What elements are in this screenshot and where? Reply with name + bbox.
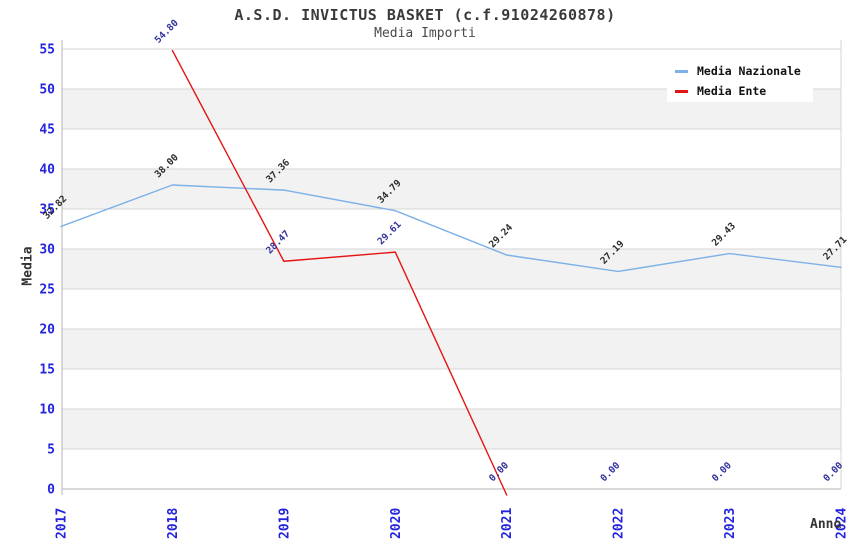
y-tick-label: 25 — [39, 283, 55, 298]
grid-band — [62, 409, 841, 449]
line-swatch-media-ente — [675, 89, 688, 93]
data-label: 0.00 — [487, 460, 511, 484]
x-tick-label: 2019 — [277, 508, 292, 539]
data-label: 29.43 — [710, 220, 738, 248]
legend-item-media-ente: Media Ente — [675, 81, 813, 101]
grid-band — [62, 169, 841, 209]
chart-title: A.S.D. INVICTUS BASKET (c.f.91024260878) — [234, 6, 616, 24]
y-axis-title: Media — [20, 246, 36, 286]
y-tick-label: 15 — [39, 363, 55, 378]
legend-item-media-nazionale: Media Nazionale — [675, 61, 813, 81]
series-line-media-nazionale — [617, 252, 731, 273]
series-line-media-nazionale — [171, 184, 285, 191]
x-tick-label: 2021 — [500, 508, 515, 539]
y-tick-label: 30 — [39, 243, 55, 258]
line-swatch-media-nazionale — [675, 69, 688, 73]
y-tick-label: 0 — [47, 483, 55, 498]
series-line-media-ente — [394, 251, 508, 496]
y-tick-label: 45 — [39, 123, 55, 138]
data-label: 0.00 — [598, 460, 622, 484]
x-tick-label: 2022 — [612, 508, 627, 539]
series-line-media-nazionale — [60, 184, 174, 228]
x-tick-label: 2018 — [166, 508, 181, 539]
y-tick-label: 50 — [39, 83, 55, 98]
series-line-media-nazionale — [283, 189, 396, 212]
series-line-media-ente — [171, 49, 285, 262]
y-tick-label: 20 — [39, 323, 55, 338]
series-line-media-nazionale — [506, 254, 619, 273]
series-line-media-nazionale — [394, 209, 508, 256]
y-tick-label: 10 — [39, 403, 55, 418]
x-tick-label: 2020 — [389, 508, 404, 539]
legend-label-media-ente: Media Ente — [697, 84, 767, 98]
data-label: 29.61 — [376, 219, 404, 247]
legend: Media Nazionale Media Ente — [667, 55, 813, 102]
data-label: 0.00 — [821, 460, 845, 484]
series-line-media-nazionale — [728, 252, 842, 269]
y-tick-label: 55 — [39, 43, 55, 58]
legend-label-media-nazionale: Media Nazionale — [697, 64, 801, 78]
chart-subtitle: Media Importi — [374, 26, 476, 41]
x-axis-title: Anno — [810, 517, 842, 532]
series-line-media-ente — [283, 251, 396, 262]
x-tick-label: 2024 — [835, 508, 850, 539]
data-label: 54.80 — [153, 18, 181, 46]
grid-band — [62, 249, 841, 289]
y-tick-label: 40 — [39, 163, 55, 178]
x-tick-label: 2023 — [723, 508, 738, 539]
data-label: 29.24 — [487, 222, 515, 250]
grid-band — [62, 329, 841, 369]
y-tick-label: 35 — [39, 203, 55, 218]
x-tick-label: 2017 — [55, 508, 70, 539]
data-label: 0.00 — [710, 460, 734, 484]
y-tick-label: 5 — [47, 443, 55, 458]
